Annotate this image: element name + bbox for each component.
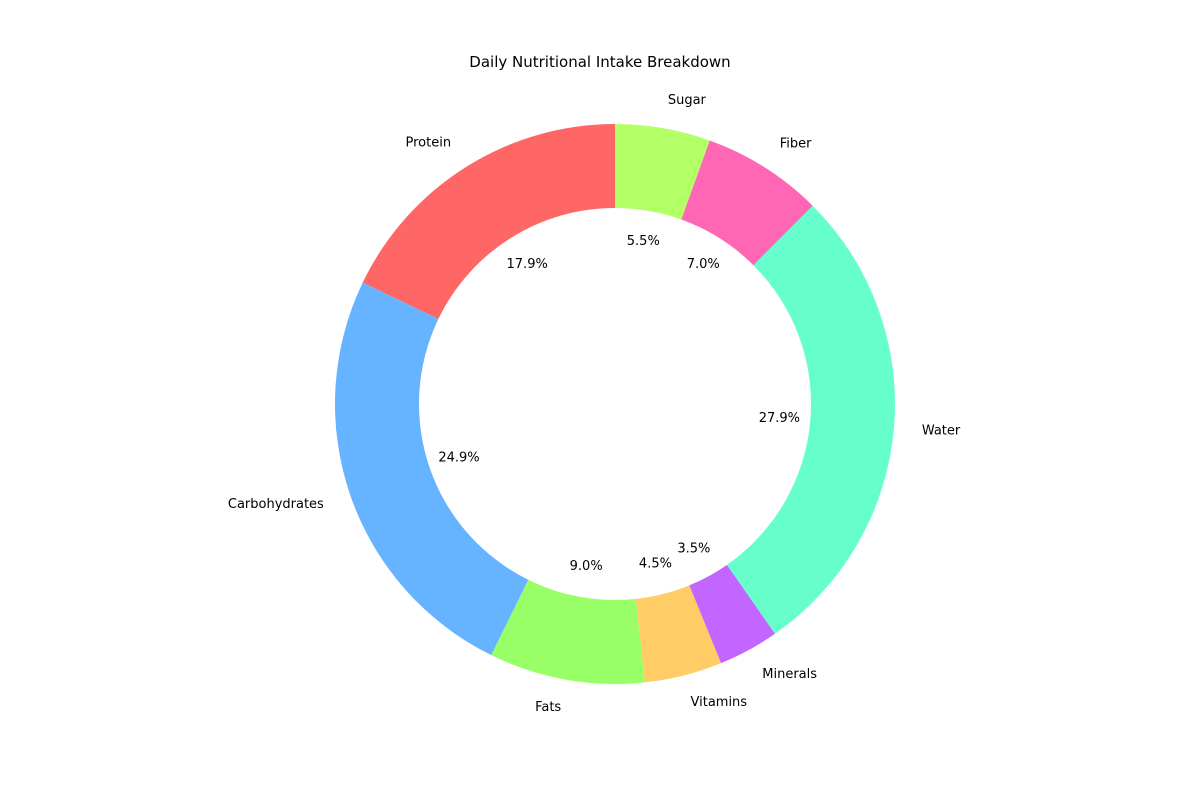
category-label-protein: Protein	[405, 136, 451, 151]
slice-sugar	[615, 124, 710, 220]
chart-title: Daily Nutritional Intake Breakdown	[469, 53, 731, 71]
category-label-fats: Fats	[535, 700, 561, 715]
pct-label-minerals: 3.5%	[677, 541, 710, 556]
pct-label-vitamins: 4.5%	[639, 556, 672, 571]
pct-label-fats: 9.0%	[570, 559, 603, 574]
pct-label-protein: 17.9%	[507, 257, 548, 272]
pct-label-carbohydrates: 24.9%	[438, 450, 479, 465]
labels-group: 17.9% Protein 24.9% Carbohydrates 9.0% Fats 4.…	[228, 93, 961, 715]
slice-minerals	[689, 564, 776, 664]
pct-label-fiber: 7.0%	[687, 257, 720, 272]
pct-label-sugar: 5.5%	[627, 234, 660, 249]
category-label-carbohydrates: Carbohydrates	[228, 497, 324, 512]
slice-fiber	[681, 140, 813, 266]
slice-carbohydrates	[335, 282, 529, 656]
category-label-water: Water	[922, 424, 961, 439]
category-label-fiber: Fiber	[780, 136, 812, 151]
slice-vitamins	[635, 585, 722, 683]
category-label-minerals: Minerals	[762, 667, 817, 682]
category-label-sugar: Sugar	[668, 93, 707, 108]
slices-group	[335, 124, 896, 684]
slice-fats	[491, 579, 645, 684]
pct-label-water: 27.9%	[759, 411, 800, 426]
slice-water	[727, 205, 896, 634]
category-label-vitamins: Vitamins	[691, 695, 748, 710]
slice-protein	[362, 124, 615, 320]
